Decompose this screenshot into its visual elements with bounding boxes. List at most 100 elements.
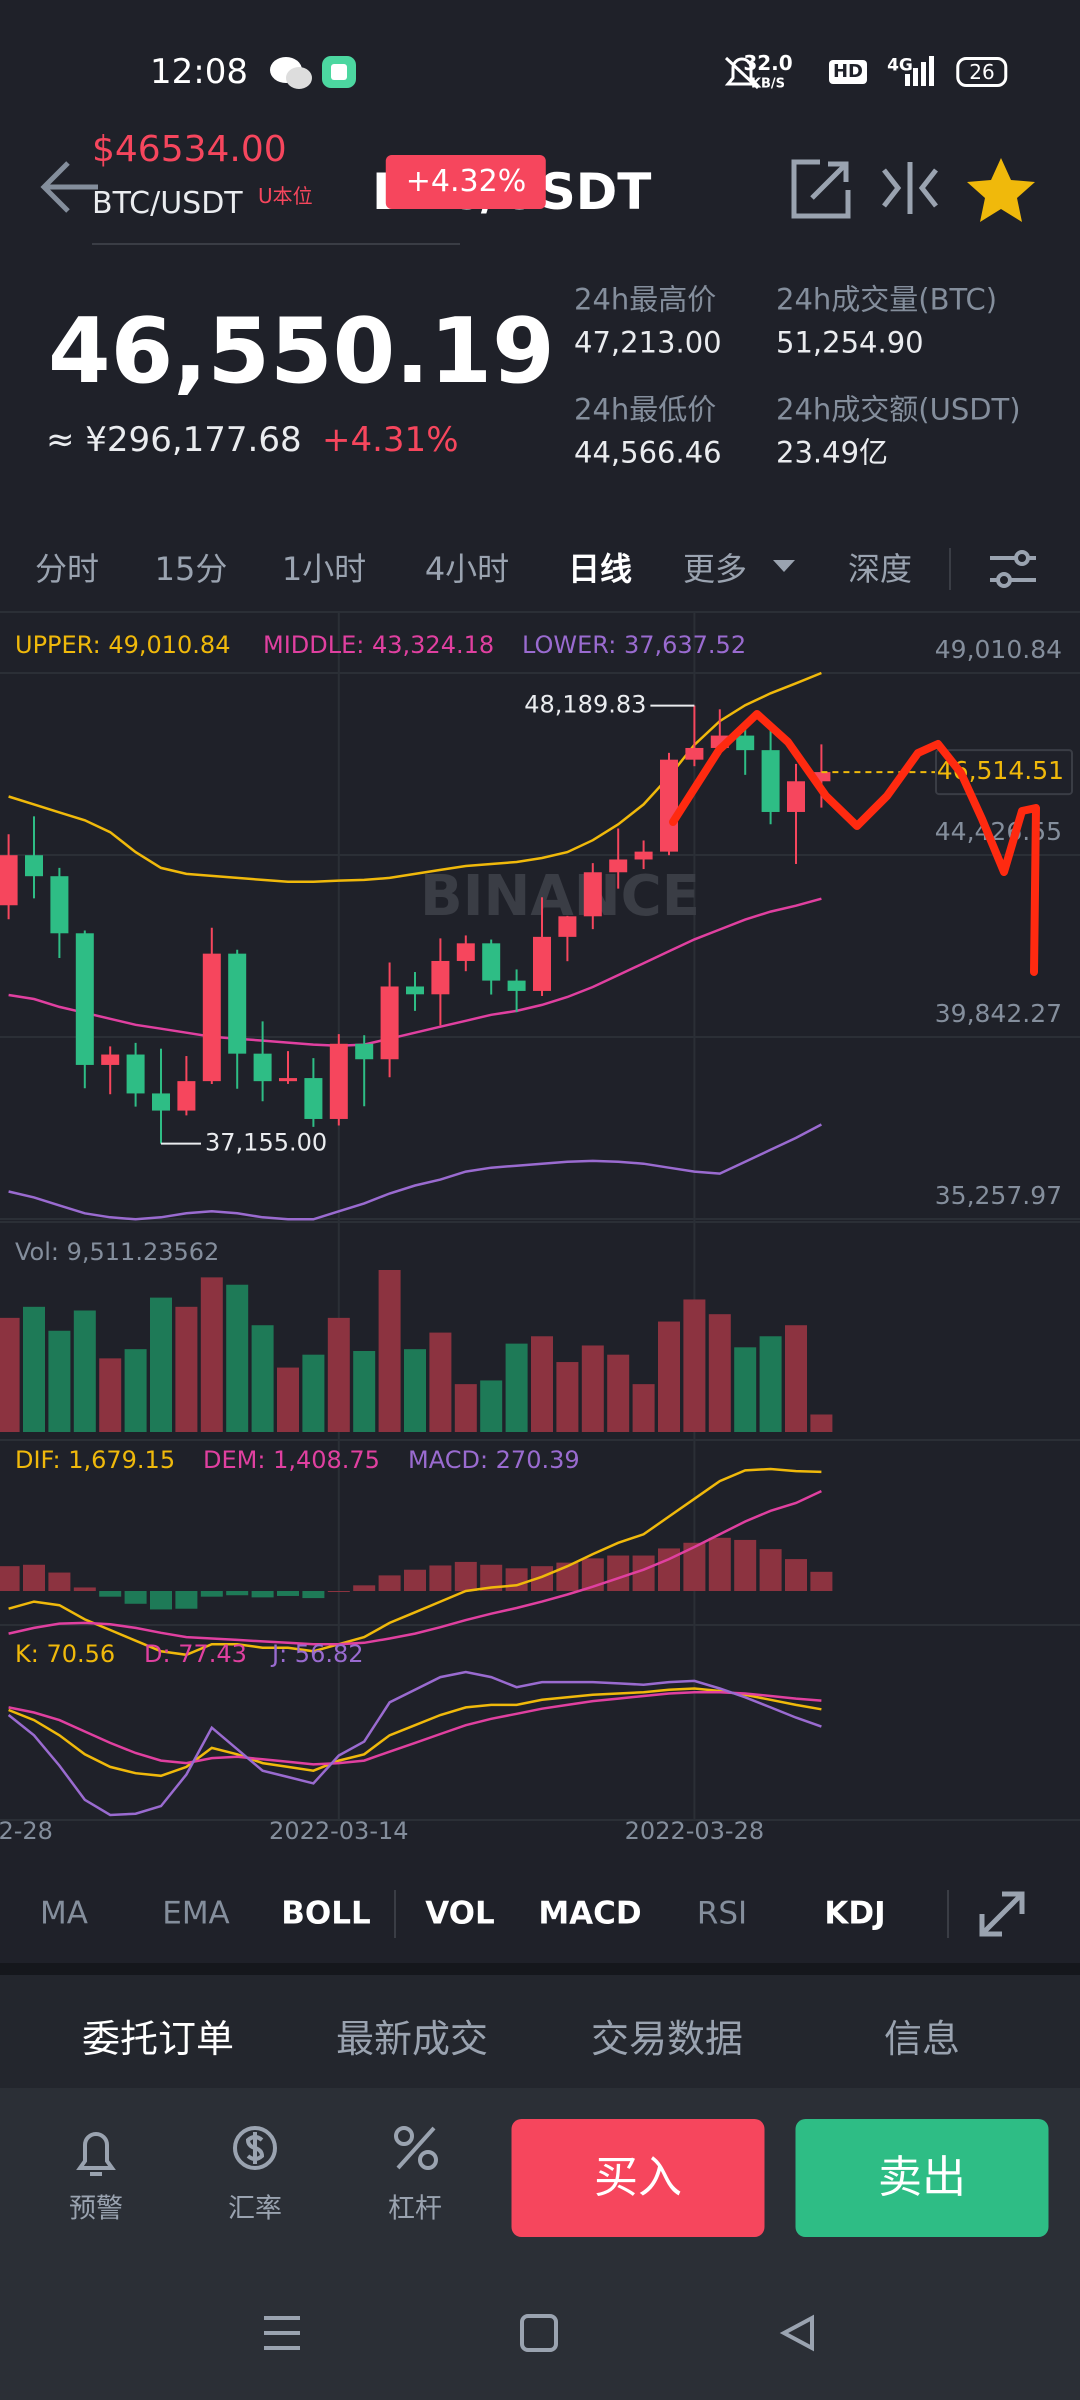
macd-bar: [708, 1537, 731, 1591]
macd-bar: [480, 1564, 503, 1591]
legend-label: DIF: 1,679.15: [15, 1446, 175, 1474]
candle-body: [177, 1081, 196, 1111]
fullscreen-icon[interactable]: [979, 1891, 1025, 1937]
action-label[interactable]: 预警: [69, 2193, 123, 2225]
macd-bar: [353, 1585, 376, 1591]
volume-bar: [531, 1336, 553, 1432]
order-tab[interactable]: 最新成交: [335, 2017, 489, 2061]
interval-tab[interactable]: 深度: [847, 550, 913, 588]
volume-bar: [226, 1284, 249, 1432]
favorite-star[interactable]: [967, 158, 1035, 222]
indicator-bar: [0, 1860, 1080, 1963]
indicator-tab[interactable]: KDJ: [824, 1895, 886, 1932]
interval-tab[interactable]: 分时: [34, 550, 100, 588]
action-label[interactable]: 汇率: [228, 2193, 282, 2225]
interval-tab[interactable]: 4小时: [424, 550, 510, 588]
macd-bar: [531, 1566, 553, 1591]
order-tab[interactable]: 交易数据: [590, 2017, 744, 2061]
net-speed-unit: KB/S: [750, 76, 786, 92]
leverage-icon[interactable]: [394, 2126, 438, 2170]
indicator-tab[interactable]: MACD: [538, 1895, 642, 1932]
share-icon[interactable]: [791, 159, 851, 219]
float-price: $46534.00: [92, 129, 287, 170]
candle-body: [75, 933, 94, 1065]
macd-bar: [785, 1559, 807, 1591]
volume-bar: [353, 1351, 376, 1432]
candle-body: [380, 986, 399, 1060]
price-change: +4.31%: [322, 420, 459, 460]
order-tab[interactable]: 信息: [883, 2017, 961, 2061]
macd-bar: [607, 1555, 630, 1591]
candle-body: [456, 943, 475, 961]
candle-body: [228, 953, 247, 1054]
volume-bar: [556, 1362, 579, 1432]
indicator-tab[interactable]: RSI: [696, 1895, 748, 1932]
interval-tab[interactable]: 15分: [154, 550, 228, 588]
volume-bar: [708, 1314, 731, 1432]
buy-button[interactable]: 买入: [511, 2119, 765, 2237]
macd-bar: [327, 1591, 350, 1592]
volume-bar: [734, 1347, 757, 1432]
y-tick-label: 39,842.27: [935, 999, 1062, 1028]
interval-tab[interactable]: 日线: [567, 550, 633, 588]
macd-bar: [429, 1565, 452, 1591]
candle-body: [482, 943, 501, 981]
candle-body: [533, 936, 551, 991]
macd-bar: [175, 1591, 198, 1609]
interval-tab[interactable]: 1小时: [281, 550, 367, 588]
volume-bar: [480, 1380, 503, 1432]
kdj-line: [8, 1687, 822, 1778]
alert-icon[interactable]: [76, 2132, 116, 2176]
volume-bar: [73, 1310, 96, 1432]
indicator-tab[interactable]: MA: [40, 1895, 88, 1932]
macd-bar: [73, 1587, 96, 1591]
order-tabs-bar: [0, 1975, 1080, 2088]
volume-bar: [505, 1343, 528, 1432]
y-tick-label: 44,426.55: [935, 817, 1062, 846]
candle-body: [101, 1054, 120, 1065]
kdj-line: [8, 1690, 822, 1766]
boll-line: [8, 897, 822, 1048]
change-badge: +4.32%: [385, 155, 547, 209]
volume-bar: [175, 1306, 198, 1432]
rate-icon[interactable]: [233, 2126, 277, 2170]
float-contract: U本位: [258, 184, 313, 208]
compare-icon[interactable]: [882, 162, 938, 214]
indicator-tab[interactable]: BOLL: [281, 1895, 371, 1932]
dropdown-icon: [773, 560, 795, 572]
order-tab[interactable]: 委托订单: [81, 2017, 235, 2061]
candle-body: [634, 851, 653, 860]
sell-button[interactable]: 卖出: [795, 2119, 1049, 2237]
candle-body: [787, 781, 805, 812]
stat-label: 24h成交额(USDT): [776, 392, 1021, 427]
candle-body: [279, 1078, 297, 1082]
macd-bar: [810, 1571, 833, 1591]
stat-value: 23.49亿: [776, 435, 889, 470]
volume-bar: [632, 1384, 655, 1432]
divider: [0, 1963, 1080, 1975]
macd-bar: [581, 1558, 604, 1591]
net-speed: 32.0: [743, 51, 793, 75]
back-icon[interactable]: [40, 161, 98, 213]
action-label[interactable]: 杠杆: [388, 2193, 442, 2225]
indicator-tab[interactable]: EMA: [162, 1895, 230, 1932]
stat-value: 47,213.00: [574, 325, 722, 360]
macd-bar: [683, 1542, 706, 1591]
volume-bar: [429, 1332, 452, 1432]
candle-body: [355, 1043, 374, 1060]
legend-label: UPPER: 49,010.84: [15, 631, 230, 659]
macd-bar: [759, 1549, 782, 1591]
settings-icon[interactable]: [990, 550, 1036, 588]
volume-bar: [683, 1299, 706, 1432]
price-cny: ≈ ¥296,177.68: [46, 420, 302, 460]
boll-line: [8, 1123, 822, 1221]
nav-buttons[interactable]: [264, 2314, 814, 2352]
hand-drawing: [669, 710, 1040, 976]
volume-bar: [124, 1349, 147, 1432]
hd-icon: HD: [828, 60, 868, 84]
indicator-tab[interactable]: VOL: [425, 1895, 495, 1932]
interval-tab[interactable]: 更多: [682, 550, 748, 588]
candle-body: [0, 855, 18, 906]
